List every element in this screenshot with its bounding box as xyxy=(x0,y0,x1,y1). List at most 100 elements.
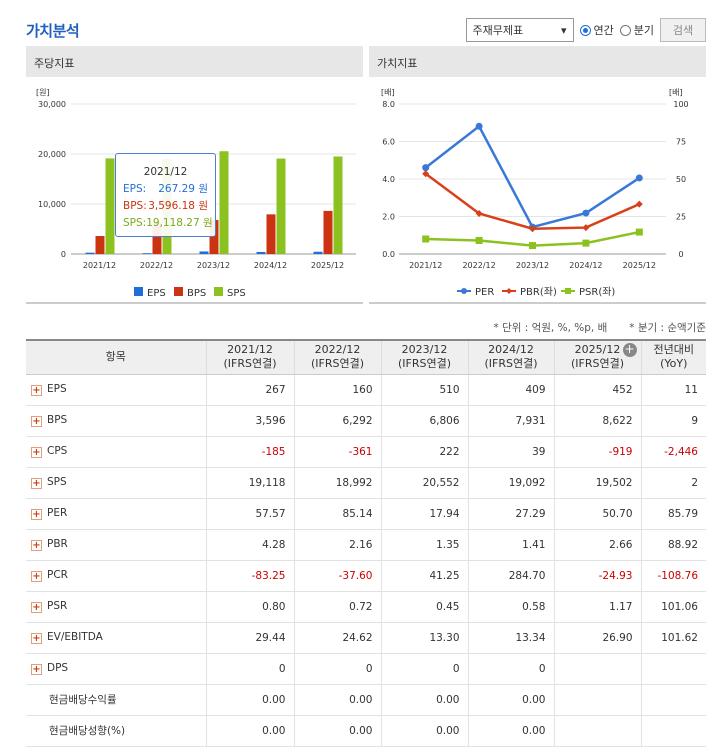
table-cell: 6,806 xyxy=(380,405,468,437)
row-label-cell[interactable]: + BPS xyxy=(26,405,206,437)
row-label-cell[interactable]: + CPS xyxy=(26,436,206,468)
row-label: CPS xyxy=(47,445,68,457)
table-cell: 50.70 xyxy=(553,498,641,530)
tooltip-eps-label: EPS: xyxy=(123,183,147,195)
table-cell: 0.00 xyxy=(205,684,294,716)
y-tick-label: 30,000 xyxy=(38,100,66,109)
row-label-cell[interactable]: + SPS xyxy=(26,467,206,499)
header-line2: (IFRS연결) xyxy=(484,357,538,371)
table-cell: 2.66 xyxy=(553,529,641,561)
header-cell: 전년대비 (YoY) xyxy=(640,339,706,375)
tooltip-bps-row: BPS: 3,596.18 원 xyxy=(123,198,215,215)
table-cell: 29.44 xyxy=(205,622,294,654)
bar-eps xyxy=(199,251,209,254)
table-cell: 8,622 xyxy=(553,405,641,437)
expand-icon[interactable]: + xyxy=(31,478,42,489)
table-cell: 0.00 xyxy=(205,715,294,747)
table-cell: 409 xyxy=(467,374,554,406)
x-tick-label: 2023/12 xyxy=(516,261,549,270)
expand-icon[interactable]: + xyxy=(31,385,42,396)
legend-marker xyxy=(565,288,571,294)
table-cell: 222 xyxy=(380,436,468,468)
table-cell: 19,502 xyxy=(553,467,641,499)
period-note: * 분기 : 순액기준 xyxy=(629,322,706,334)
x-tick-label: 2024/12 xyxy=(569,261,602,270)
header-line1: 2022/12 xyxy=(314,343,361,357)
row-label-cell[interactable]: + EV/EBITDA xyxy=(26,622,206,654)
table-cell: 0.72 xyxy=(293,591,381,623)
y-tick-label-right: 50 xyxy=(676,175,686,184)
expand-icon[interactable]: + xyxy=(31,633,42,644)
table-cell: -919 xyxy=(553,436,641,468)
y-tick-label: 0 xyxy=(61,250,66,259)
radio-annual-dot[interactable] xyxy=(579,24,591,36)
row-label: PBR xyxy=(47,538,68,550)
valuation-table: 항목 2021/12 (IFRS연결) 2022/12 (IFRS연결) 2023/12(… xyxy=(26,339,706,747)
header-cell: 2025/12 (IFRS연결) + xyxy=(553,339,641,375)
bar-eps xyxy=(256,251,266,254)
row-label-cell[interactable]: + PBR xyxy=(26,529,206,561)
header-line1: 2025/12 xyxy=(574,343,621,357)
table-cell: 20,552 xyxy=(380,467,468,499)
row-label-cell[interactable]: + PER xyxy=(26,498,206,530)
expand-icon[interactable]: + xyxy=(31,602,42,613)
header-cell: 2021/12 (IFRS연결) xyxy=(205,339,294,375)
table-row: + SPS 19,118 18,992 20,552 19,092 19,502 2 xyxy=(26,467,706,499)
table-row: 현금배당수익률 0.00 0.00 0.00 0.00 xyxy=(26,684,706,716)
table-row: + PBR 4.28 2.16 1.35 1.41 2.66 88.92 xyxy=(26,529,706,561)
table-cell: 0 xyxy=(205,653,294,685)
expand-icon[interactable]: + xyxy=(31,509,42,520)
radio-quarter[interactable]: 분기 xyxy=(619,22,654,38)
add-column-icon[interactable]: + xyxy=(622,342,637,357)
table-cell: -24.93 xyxy=(553,560,641,592)
point-psr xyxy=(635,228,643,236)
x-tick-label: 2024/12 xyxy=(254,261,287,270)
header-line2: (IFRS연결) xyxy=(223,357,277,371)
y-axis-unit-left: [배] xyxy=(381,88,395,97)
expand-icon[interactable]: + xyxy=(31,664,42,675)
point-pbr xyxy=(422,170,430,178)
tooltip-eps-row: EPS: 267.29 원 xyxy=(123,181,215,198)
legend-label: BPS xyxy=(187,288,206,299)
radio-quarter-label: 분기 xyxy=(633,24,654,37)
expand-icon[interactable]: + xyxy=(31,540,42,551)
statement-select[interactable]: 주재무제표 ▾ xyxy=(465,18,574,42)
table-row: + DPS 0 0 0 0 xyxy=(26,653,706,685)
row-label-cell[interactable]: + PSR xyxy=(26,591,206,623)
header-line1: 2021/12 xyxy=(227,343,273,357)
search-button[interactable]: 검색 xyxy=(660,18,706,42)
table-cell: 4.28 xyxy=(205,529,294,561)
table-cell xyxy=(640,653,706,685)
tooltip-bps-value: 3,596.18 원 xyxy=(148,200,208,212)
expand-icon[interactable]: + xyxy=(31,416,42,427)
table-row: + EV/EBITDA 29.44 24.62 13.30 13.34 26.90 101.6… xyxy=(26,622,706,654)
y-axis-unit-right: [배] xyxy=(669,88,683,97)
table-cell: 452 xyxy=(553,374,641,406)
table-cell: 0.00 xyxy=(380,715,468,747)
point-pbr xyxy=(582,224,590,232)
legend-label: EPS xyxy=(147,288,166,299)
table-row: + EPS 267 160 510 409 452 11 xyxy=(26,374,706,406)
legend-label: PER xyxy=(475,287,494,298)
point-psr xyxy=(582,239,590,247)
tooltip-bps-label: BPS: xyxy=(123,200,147,212)
table-cell: -361 xyxy=(293,436,381,468)
legend-marker xyxy=(461,288,467,294)
header-line2: (IFRS연결) xyxy=(310,357,365,371)
radio-quarter-dot[interactable] xyxy=(619,24,631,36)
row-label-cell[interactable]: + EPS xyxy=(26,374,206,406)
bar-sps xyxy=(333,156,343,254)
table-cell: 27.29 xyxy=(467,498,554,530)
point-pbr xyxy=(475,210,483,217)
per-share-panel-title: 주당지표 xyxy=(26,46,363,77)
expand-icon[interactable]: + xyxy=(31,447,42,458)
table-cell: 0.45 xyxy=(380,591,468,623)
x-tick-label: 2023/12 xyxy=(197,261,230,270)
row-label-cell[interactable]: + DPS xyxy=(26,653,206,685)
expand-icon[interactable]: + xyxy=(31,571,42,582)
radio-annual[interactable]: 연간 xyxy=(579,22,614,38)
table-cell: 7,931 xyxy=(467,405,554,437)
point-psr xyxy=(529,242,536,250)
row-label-cell[interactable]: + PCR xyxy=(26,560,206,592)
table-cell: -185 xyxy=(205,436,294,468)
